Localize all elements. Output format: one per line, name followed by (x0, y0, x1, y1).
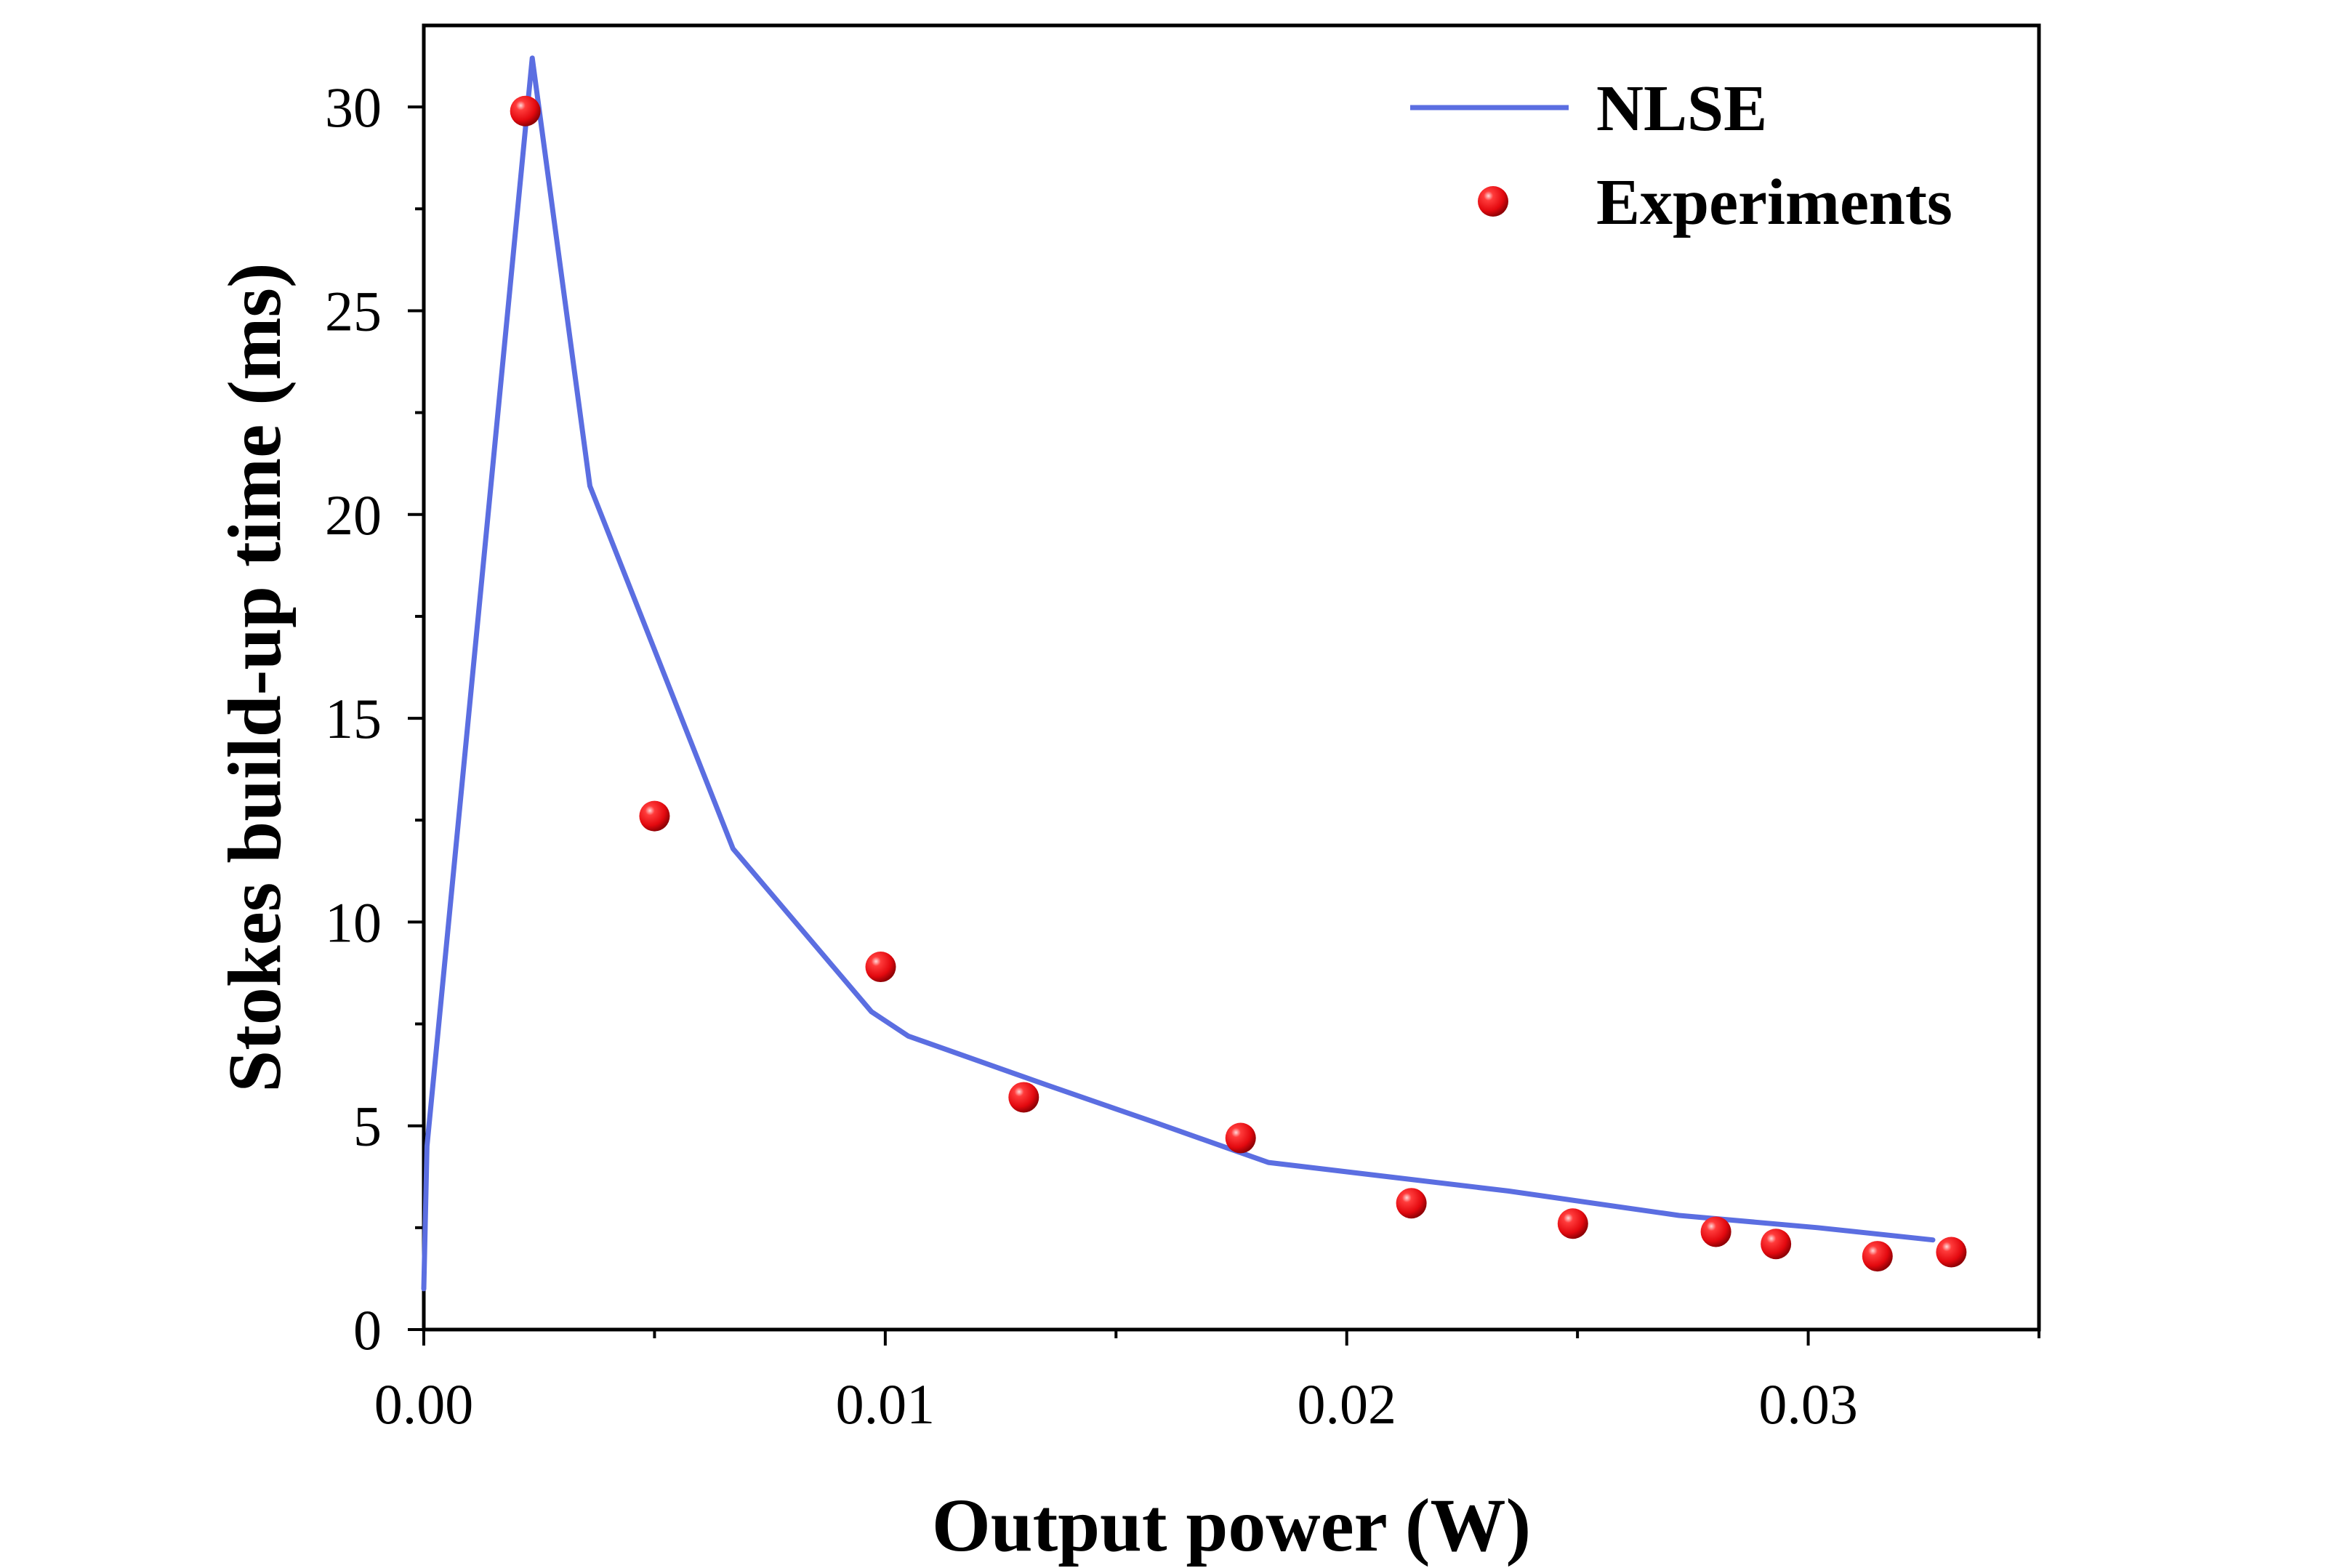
experiment-point (1396, 1188, 1427, 1219)
experiment-point (1761, 1229, 1792, 1260)
experiment-point (1557, 1208, 1588, 1239)
x-axis-title: Output power (W) (932, 1484, 1531, 1567)
y-tick-label: 30 (325, 76, 382, 139)
y-tick-label: 0 (353, 1298, 382, 1362)
experiment-point (1225, 1122, 1256, 1154)
experiment-point (1008, 1082, 1039, 1113)
y-tick-label: 5 (353, 1095, 382, 1158)
experiment-point (1936, 1237, 1967, 1268)
y-axis-title: Stokes build-up time (ms) (213, 262, 297, 1092)
legend-experiments-swatch (1478, 186, 1508, 217)
y-tick-label: 15 (325, 687, 382, 750)
nlse-line (421, 55, 1936, 1292)
x-tick-label: 0.01 (836, 1372, 936, 1436)
experiment-point (1700, 1216, 1731, 1247)
y-tick-label: 10 (325, 890, 382, 954)
x-tick-label: 0.00 (374, 1372, 474, 1436)
x-tick-label: 0.03 (1758, 1372, 1858, 1436)
y-tick-label: 25 (325, 279, 382, 342)
legend-experiments-label: Experiments (1596, 166, 1952, 238)
legend: NLSE Experiments (1410, 73, 1952, 238)
x-axis-ticks: 0.00 0.01 0.02 0.03 (374, 1330, 2040, 1436)
plot-frame (422, 23, 2041, 1332)
experiment-point (510, 95, 541, 126)
y-tick-label: 20 (325, 483, 382, 547)
legend-nlse-label: NLSE (1596, 73, 1767, 145)
series-nlse (421, 55, 1936, 1292)
series-experiments (510, 95, 1967, 1272)
y-axis-ticks: 0 5 10 15 20 25 30 (325, 76, 424, 1362)
x-tick-label: 0.02 (1297, 1372, 1396, 1436)
experiment-point (865, 952, 896, 983)
experiment-point (639, 800, 670, 832)
experiment-point (1862, 1241, 1893, 1272)
